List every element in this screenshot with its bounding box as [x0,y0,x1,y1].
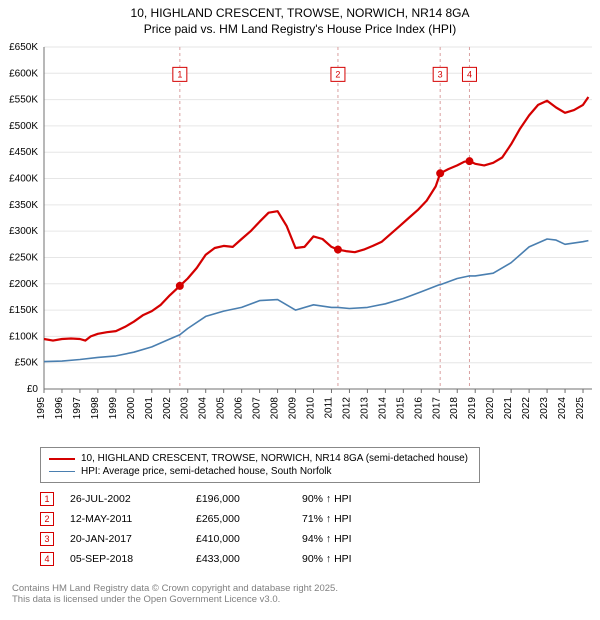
legend: 10, HIGHLAND CRESCENT, TROWSE, NORWICH, … [40,447,480,483]
svg-text:£250K: £250K [9,253,38,264]
transaction-date: 05-SEP-2018 [70,553,180,565]
svg-text:£600K: £600K [9,68,38,79]
svg-text:2022: 2022 [521,397,532,420]
svg-text:£650K: £650K [9,42,38,53]
svg-text:£50K: £50K [15,358,39,369]
svg-text:2012: 2012 [341,397,352,420]
svg-text:2023: 2023 [539,397,550,420]
legend-swatch [49,458,75,460]
svg-text:1997: 1997 [72,397,83,420]
svg-text:2013: 2013 [359,397,370,420]
transaction-hpi: 90% ↑ HPI [302,493,402,505]
svg-text:2016: 2016 [413,397,424,420]
transaction-date: 20-JAN-2017 [70,533,180,545]
svg-text:2005: 2005 [216,397,227,420]
transaction-marker: 2 [40,512,54,526]
svg-text:£0: £0 [27,384,39,395]
svg-text:2002: 2002 [162,397,173,420]
svg-text:1: 1 [177,70,182,80]
svg-text:£400K: £400K [9,174,38,185]
svg-text:1998: 1998 [90,397,101,420]
legend-label: HPI: Average price, semi-detached house,… [81,466,332,477]
transaction-price: £265,000 [196,513,286,525]
svg-text:4: 4 [467,70,472,80]
svg-text:2007: 2007 [252,397,263,420]
transaction-row: 2 12-MAY-2011 £265,000 71% ↑ HPI [40,509,588,529]
transaction-row: 1 26-JUL-2002 £196,000 90% ↑ HPI [40,489,588,509]
transaction-hpi: 94% ↑ HPI [302,533,402,545]
transaction-row: 4 05-SEP-2018 £433,000 90% ↑ HPI [40,549,588,569]
svg-text:1996: 1996 [54,397,65,420]
footer-licence: Contains HM Land Registry data © Crown c… [12,583,588,605]
title-subtitle: Price paid vs. HM Land Registry's House … [0,22,600,38]
svg-text:£550K: £550K [9,95,38,106]
transaction-marker: 3 [40,532,54,546]
transaction-price: £433,000 [196,553,286,565]
svg-text:2024: 2024 [557,397,568,420]
svg-text:2004: 2004 [198,397,209,420]
svg-text:2025: 2025 [575,397,586,420]
svg-text:2001: 2001 [144,397,155,420]
transaction-hpi: 71% ↑ HPI [302,513,402,525]
transaction-date: 12-MAY-2011 [70,513,180,525]
svg-text:£300K: £300K [9,226,38,237]
legend-row: HPI: Average price, semi-detached house,… [49,465,471,478]
svg-text:2018: 2018 [449,397,460,420]
svg-text:£350K: £350K [9,200,38,211]
chart-container: 10, HIGHLAND CRESCENT, TROWSE, NORWICH, … [0,0,600,605]
svg-text:£200K: £200K [9,279,38,290]
transactions-table: 1 26-JUL-2002 £196,000 90% ↑ HPI 2 12-MAY-201… [40,489,588,569]
svg-text:2014: 2014 [377,397,388,420]
svg-text:2: 2 [335,70,340,80]
transaction-price: £410,000 [196,533,286,545]
legend-row: 10, HIGHLAND CRESCENT, TROWSE, NORWICH, … [49,452,471,465]
svg-text:1999: 1999 [108,397,119,420]
transaction-date: 26-JUL-2002 [70,493,180,505]
svg-text:2006: 2006 [234,397,245,420]
transaction-marker: 1 [40,492,54,506]
svg-text:2009: 2009 [288,397,299,420]
svg-text:£450K: £450K [9,147,38,158]
svg-text:2017: 2017 [431,397,442,420]
svg-text:2020: 2020 [485,397,496,420]
title-address: 10, HIGHLAND CRESCENT, TROWSE, NORWICH, … [0,6,600,22]
transaction-row: 3 20-JAN-2017 £410,000 94% ↑ HPI [40,529,588,549]
line-chart: £0 £50K £100K £150K £200K £250K £300K £350K £400… [0,39,600,439]
footer-line1: Contains HM Land Registry data © Crown c… [12,583,588,594]
svg-text:2003: 2003 [180,397,191,420]
svg-text:2021: 2021 [503,397,514,420]
svg-text:2000: 2000 [126,397,137,420]
svg-text:£500K: £500K [9,121,38,132]
transaction-hpi: 90% ↑ HPI [302,553,402,565]
legend-swatch [49,471,75,473]
svg-text:3: 3 [438,70,443,80]
svg-text:£150K: £150K [9,305,38,316]
transaction-marker: 4 [40,552,54,566]
legend-label: 10, HIGHLAND CRESCENT, TROWSE, NORWICH, … [81,453,468,464]
svg-text:2019: 2019 [467,397,478,420]
svg-text:2011: 2011 [323,397,334,419]
svg-text:2010: 2010 [306,397,317,420]
svg-text:1995: 1995 [36,397,47,420]
title-block: 10, HIGHLAND CRESCENT, TROWSE, NORWICH, … [0,0,600,39]
chart-area: £0 £50K £100K £150K £200K £250K £300K £350K £400… [0,39,600,439]
transaction-price: £196,000 [196,493,286,505]
svg-text:2015: 2015 [395,397,406,420]
svg-text:2008: 2008 [270,397,281,420]
footer-line2: This data is licensed under the Open Gov… [12,594,588,605]
svg-text:£100K: £100K [9,332,38,343]
